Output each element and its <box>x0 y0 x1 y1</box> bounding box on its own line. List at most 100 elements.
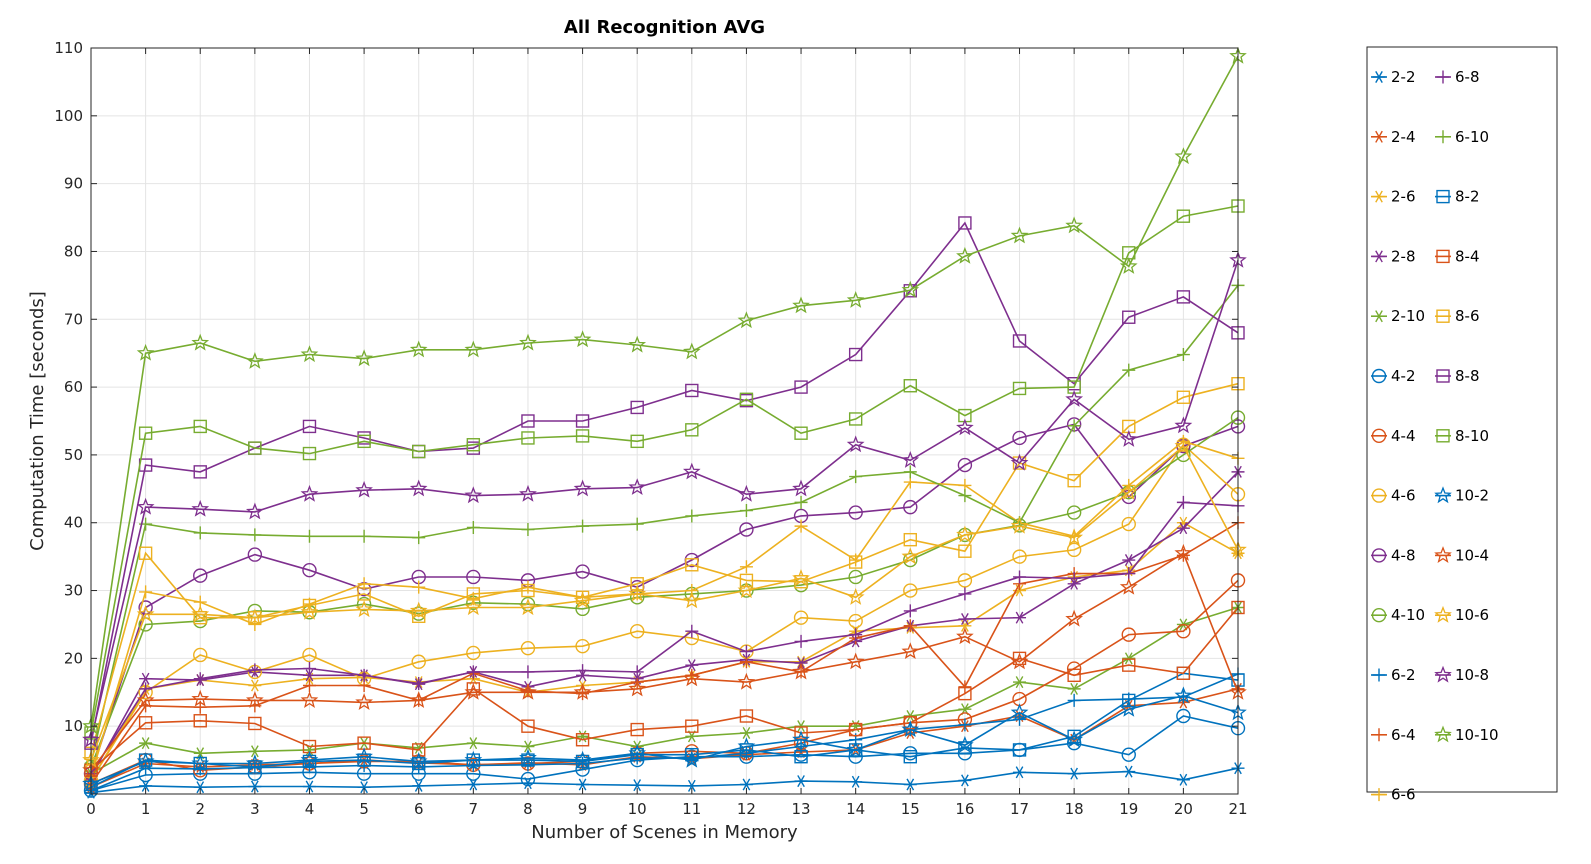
data-point-2-2 <box>958 774 972 787</box>
data-point-4-8 <box>957 457 973 473</box>
legend-label-2-2: 2-2 <box>1391 68 1416 86</box>
x-tick-label: 17 <box>1010 800 1029 818</box>
data-point-10-2 <box>1174 686 1193 704</box>
data-point-10-6 <box>846 587 865 605</box>
data-point-6-8 <box>739 645 753 659</box>
data-point-2-10 <box>466 737 480 750</box>
data-point-6-8 <box>193 672 207 686</box>
legend-label-8-2: 8-2 <box>1455 188 1480 206</box>
data-point-8-2 <box>248 760 262 774</box>
data-point-2-2 <box>357 781 371 794</box>
data-point-8-6 <box>739 573 754 588</box>
data-point-4-6 <box>848 613 863 629</box>
data-point-8-2 <box>521 753 535 767</box>
y-tick-label: 30 <box>64 582 83 600</box>
plot-frame <box>90 47 1239 795</box>
legend-item-10-6: 10-6 <box>1434 605 1489 624</box>
data-point-10-10 <box>464 340 483 358</box>
data-point-10-6 <box>355 600 373 618</box>
x-tick-label: 2 <box>195 800 205 818</box>
data-point-4-6 <box>1066 542 1082 558</box>
legend-item-10-4: 10-4 <box>1434 546 1489 564</box>
data-point-10-6 <box>792 568 810 586</box>
x-tick-label: 18 <box>1065 800 1084 818</box>
data-point-10-4 <box>355 693 373 710</box>
data-point-8-4 <box>1122 658 1136 672</box>
data-point-10-6 <box>628 584 647 602</box>
data-point-8-8 <box>794 380 808 394</box>
x-tick-label: 19 <box>1119 800 1138 818</box>
data-point-10-2 <box>628 744 647 761</box>
data-point-8-10 <box>848 412 863 426</box>
data-point-8-8 <box>302 419 317 434</box>
data-point-10-4 <box>1174 543 1193 561</box>
data-point-10-2 <box>792 730 810 748</box>
data-point-10-4 <box>409 691 428 708</box>
data-point-6-8 <box>412 676 426 690</box>
series-line-8-8 <box>90 221 1239 744</box>
data-point-6-8 <box>1067 571 1081 585</box>
legend-label-10-6: 10-6 <box>1455 606 1489 624</box>
data-point-8-2 <box>357 753 371 767</box>
series-8-4 <box>84 600 1245 777</box>
data-point-10-10 <box>245 351 264 369</box>
x-tick-label: 20 <box>1174 800 1193 818</box>
x-tick-label: 16 <box>955 800 974 818</box>
data-point-8-6 <box>357 587 371 601</box>
legend-item-8-8: 8-8 <box>1435 367 1480 385</box>
legend-marker-4-10 <box>1371 608 1387 623</box>
data-point-10-4 <box>1010 652 1029 670</box>
data-point-2-10 <box>794 720 808 733</box>
grid <box>90 47 1239 794</box>
data-point-2-8 <box>958 613 972 626</box>
data-point-8-4 <box>685 719 699 733</box>
data-point-8-10 <box>794 426 808 440</box>
data-point-8-4 <box>630 722 644 737</box>
data-point-4-8 <box>575 564 590 579</box>
legend-label-4-8: 4-8 <box>1391 546 1416 564</box>
legend-label-4-4: 4-4 <box>1391 427 1416 445</box>
data-point-10-4 <box>519 682 537 700</box>
legend-item-6-4: 6-4 <box>1371 726 1416 744</box>
series-line-10-4 <box>90 552 1239 771</box>
series-line-6-10 <box>90 284 1239 764</box>
data-point-10-2 <box>956 735 974 753</box>
data-point-6-8 <box>1122 567 1136 581</box>
data-point-6-8 <box>849 628 863 642</box>
data-point-10-8 <box>901 451 920 468</box>
data-point-6-8 <box>521 665 535 679</box>
legend-marker-4-2 <box>1371 368 1387 384</box>
x-tick-label: 13 <box>792 800 811 818</box>
data-point-4-6 <box>1012 549 1027 564</box>
data-point-8-8 <box>958 216 972 230</box>
data-point-10-4 <box>792 662 810 680</box>
y-tick-label: 60 <box>64 378 83 396</box>
data-point-8-2 <box>575 754 590 769</box>
data-point-4-6 <box>957 573 973 588</box>
data-point-10-8 <box>136 497 155 515</box>
data-point-10-8 <box>628 478 647 495</box>
data-point-8-2 <box>794 750 808 764</box>
legend-item-10-2: 10-2 <box>1434 486 1489 505</box>
y-tick-label: 50 <box>64 446 83 464</box>
data-point-4-6 <box>520 640 536 656</box>
data-point-2-8 <box>1122 554 1136 567</box>
data-point-4-8 <box>302 563 317 578</box>
data-point-8-4 <box>575 733 590 747</box>
legend-marker-10-10 <box>1434 725 1452 743</box>
data-point-10-10 <box>628 335 647 353</box>
series-6-2 <box>84 667 1245 798</box>
x-tick-label: 15 <box>901 800 920 818</box>
data-point-8-10 <box>739 392 754 406</box>
data-point-8-8 <box>630 400 644 415</box>
data-point-6-4 <box>958 680 972 694</box>
data-point-4-6 <box>193 647 208 663</box>
legend-marker-4-8 <box>1371 548 1387 563</box>
data-point-2-8 <box>1176 522 1190 535</box>
data-point-10-10 <box>956 246 974 264</box>
data-point-10-6 <box>409 601 428 619</box>
data-point-10-4 <box>136 691 155 708</box>
legend-label-4-6: 4-6 <box>1391 487 1416 505</box>
data-point-10-4 <box>628 679 647 697</box>
data-point-8-10 <box>412 444 426 459</box>
